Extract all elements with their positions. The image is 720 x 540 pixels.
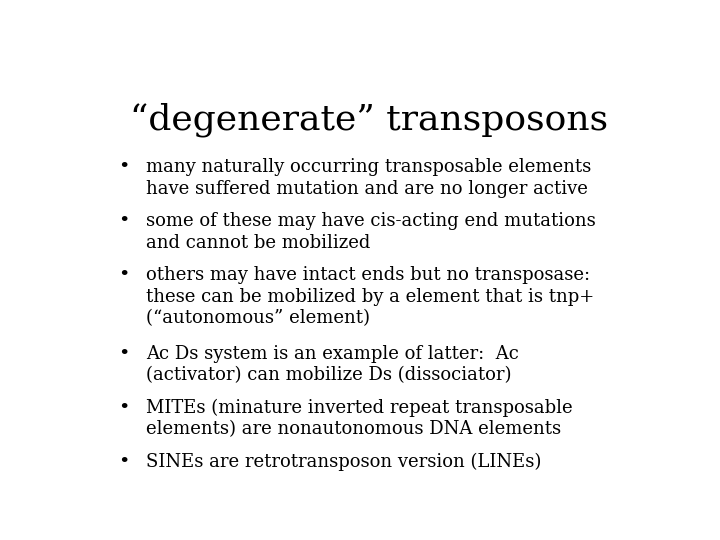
Text: •: • xyxy=(118,345,129,363)
Text: MITEs (minature inverted repeat transposable
elements) are nonautonomous DNA ele: MITEs (minature inverted repeat transpos… xyxy=(145,399,572,438)
Text: “degenerate” transposons: “degenerate” transposons xyxy=(130,102,608,137)
Text: •: • xyxy=(118,453,129,471)
Text: SINEs are retrotransposon version (LINEs): SINEs are retrotransposon version (LINEs… xyxy=(145,453,541,471)
Text: •: • xyxy=(118,212,129,231)
Text: some of these may have cis-acting end mutations
and cannot be mobilized: some of these may have cis-acting end mu… xyxy=(145,212,595,252)
Text: •: • xyxy=(118,399,129,417)
Text: •: • xyxy=(118,266,129,285)
Text: Ac Ds system is an example of latter:  Ac
(activator) can mobilize Ds (dissociat: Ac Ds system is an example of latter: Ac… xyxy=(145,345,518,384)
Text: •: • xyxy=(118,158,129,177)
Text: many naturally occurring transposable elements
have suffered mutation and are no: many naturally occurring transposable el… xyxy=(145,158,591,198)
Text: others may have intact ends but no transposase:
these can be mobilized by a elem: others may have intact ends but no trans… xyxy=(145,266,594,327)
